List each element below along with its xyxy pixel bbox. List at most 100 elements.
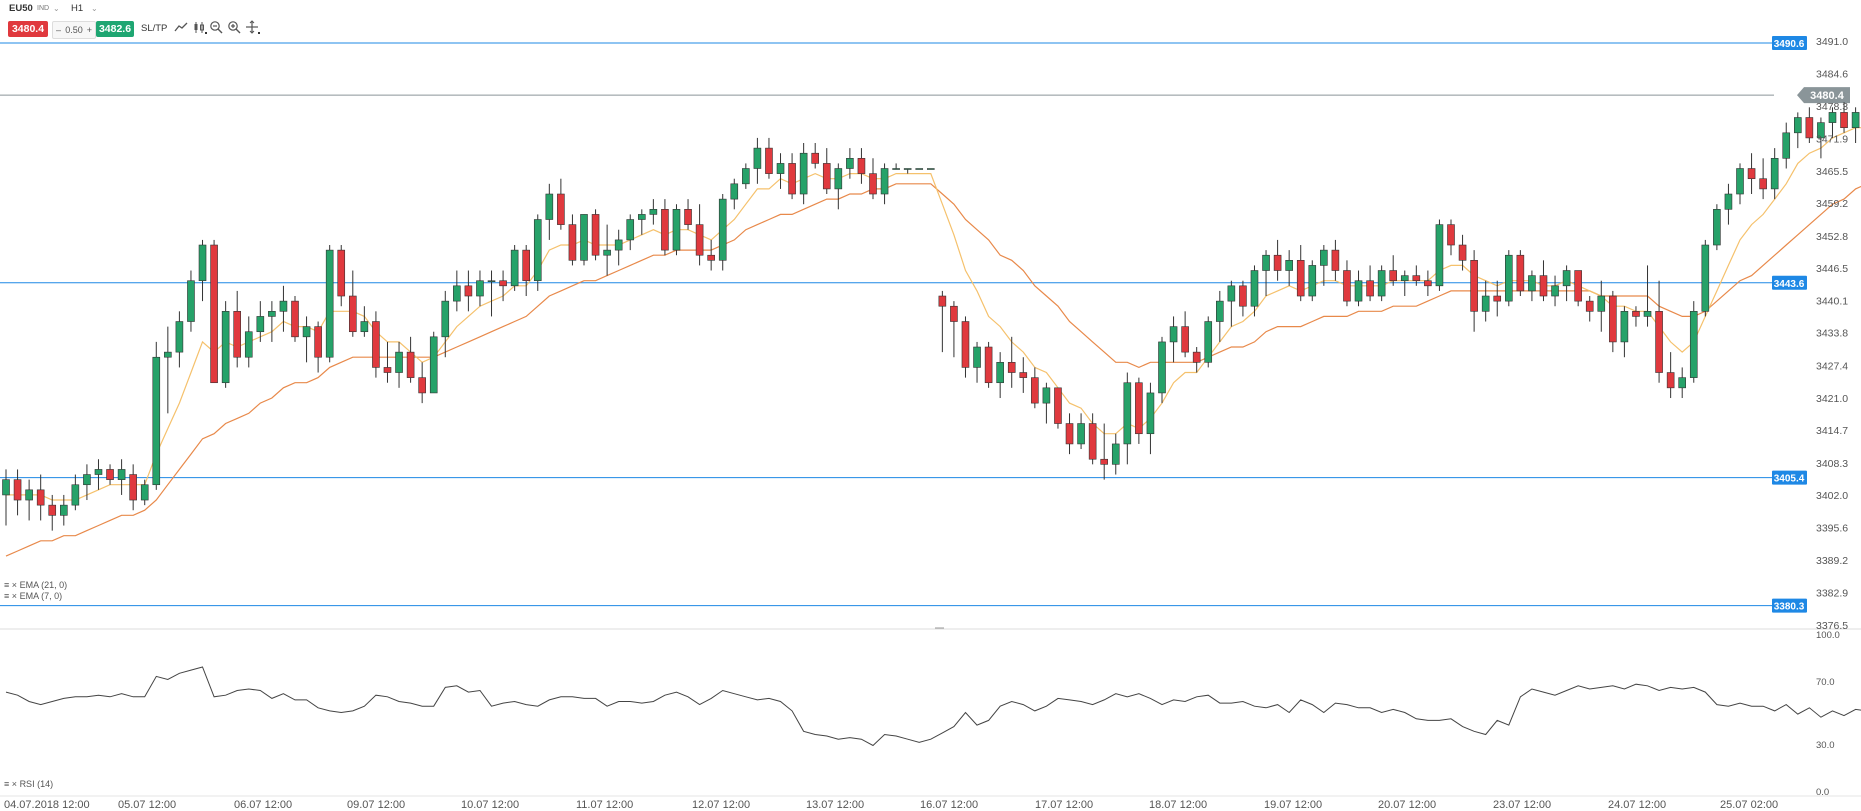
- rsi-indicator[interactable]: ≡ × RSI (14): [4, 779, 53, 789]
- buy-price-button[interactable]: 3482.6: [96, 21, 134, 37]
- candle-body: [1736, 168, 1744, 195]
- candle-body: [1192, 351, 1201, 363]
- candle: [903, 168, 912, 174]
- candle-body: [637, 214, 646, 220]
- candle-body: [742, 168, 750, 185]
- candle-body: [1701, 244, 1710, 312]
- line-chart-icon[interactable]: [172, 20, 190, 38]
- candle-body: [915, 168, 924, 170]
- time-tick-label: 20.07 12:00: [1378, 799, 1436, 811]
- candle-body: [1551, 285, 1559, 297]
- candle-body: [603, 249, 611, 256]
- candle: [1574, 270, 1582, 307]
- timeframe-chevron-down-icon[interactable]: ⌄: [91, 4, 98, 13]
- price-tick-label: 3395.6: [1816, 523, 1848, 535]
- volume-stepper[interactable]: – 0.50 +: [52, 21, 96, 39]
- candle: [984, 341, 993, 388]
- price-tick-label: 3389.2: [1816, 555, 1848, 567]
- candle: [1250, 265, 1259, 317]
- volume-value[interactable]: 0.50: [65, 25, 83, 35]
- candle-body: [1077, 423, 1085, 445]
- candles-icon[interactable]: [191, 20, 209, 38]
- candle: [453, 270, 461, 312]
- candle-body: [973, 346, 981, 368]
- candle: [48, 494, 57, 531]
- candle: [13, 469, 22, 516]
- candle: [2, 469, 10, 526]
- volume-increase-button[interactable]: +: [86, 25, 92, 35]
- candle-body: [36, 489, 45, 506]
- horizontal-line-tag: [1772, 275, 1807, 290]
- price-tick-label: 3471.9: [1816, 133, 1848, 145]
- candle: [291, 296, 299, 342]
- timeframe-selector[interactable]: H1: [71, 3, 84, 14]
- candle-body: [926, 168, 935, 170]
- candle-body: [1805, 117, 1814, 139]
- volume-decrease-button[interactable]: –: [56, 25, 62, 35]
- menu-icon[interactable]: ≡: [4, 779, 10, 789]
- candle: [1840, 102, 1848, 133]
- candle: [487, 270, 496, 317]
- close-icon[interactable]: ×: [11, 580, 18, 590]
- candle: [1111, 433, 1120, 475]
- candle-body: [1851, 112, 1860, 129]
- menu-icon[interactable]: ≡: [4, 591, 10, 601]
- menu-icon[interactable]: ≡: [4, 580, 10, 590]
- candle-body: [464, 285, 473, 297]
- candle-body: [626, 219, 635, 241]
- candle: [1689, 301, 1698, 383]
- candle-body: [811, 152, 820, 164]
- candle-body: [372, 321, 380, 368]
- candle: [765, 137, 773, 179]
- time-tick-label: 10.07 12:00: [461, 799, 519, 811]
- candle: [106, 464, 114, 485]
- ema7-indicator[interactable]: ≡ × EMA (7, 0): [4, 591, 62, 601]
- candle: [348, 270, 357, 337]
- sltp-button[interactable]: SL/TP: [141, 23, 168, 34]
- price-tick-label: 3459.2: [1816, 198, 1848, 210]
- chart-grid: [0, 627, 1861, 797]
- symbol-chevron-down-icon[interactable]: ⌄: [53, 4, 60, 13]
- candle-body: [545, 193, 554, 220]
- zoom-in-icon[interactable]: [225, 20, 243, 38]
- candle-body: [187, 280, 195, 322]
- candle-body: [1320, 249, 1328, 266]
- ema21-indicator[interactable]: ≡ × EMA (21, 0): [4, 580, 67, 590]
- candle: [1077, 413, 1085, 450]
- candle: [1354, 270, 1363, 307]
- candle-body: [383, 367, 392, 373]
- candle-body: [1643, 311, 1652, 317]
- candle: [672, 204, 681, 256]
- rsi-line: [5, 666, 1861, 747]
- candle: [1123, 372, 1132, 465]
- sell-price-button[interactable]: 3480.4: [8, 21, 48, 37]
- candle-body: [1724, 193, 1733, 210]
- candle: [395, 341, 403, 388]
- close-icon[interactable]: ×: [11, 591, 18, 601]
- symbol-name[interactable]: EU50: [9, 3, 33, 14]
- candle: [1181, 311, 1189, 358]
- candle-body: [337, 249, 346, 297]
- candle-body: [487, 280, 496, 283]
- candle-body: [869, 173, 877, 195]
- candle-body: [429, 336, 438, 394]
- candle: [325, 245, 334, 363]
- close-icon[interactable]: ×: [11, 779, 18, 789]
- candle-body: [695, 224, 704, 256]
- candle: [302, 316, 311, 363]
- candle: [25, 479, 33, 521]
- candle: [1736, 163, 1744, 205]
- candle: [244, 316, 253, 368]
- zoom-out-icon[interactable]: [207, 20, 225, 38]
- price-tick-label: 3478.3: [1816, 101, 1848, 113]
- candle-body: [291, 300, 299, 338]
- candle: [1031, 367, 1039, 409]
- candle: [1065, 413, 1074, 455]
- price-tick-label: 3402.0: [1816, 490, 1848, 502]
- horizontal-line-label: 3405.4: [1774, 474, 1805, 485]
- crosshair-icon[interactable]: [244, 20, 262, 38]
- horizontal-lines: 3490.6 3443.6 3405.4 3380.3 3480.4: [0, 36, 1850, 613]
- candle-body: [1689, 311, 1698, 378]
- candle-body: [753, 147, 762, 169]
